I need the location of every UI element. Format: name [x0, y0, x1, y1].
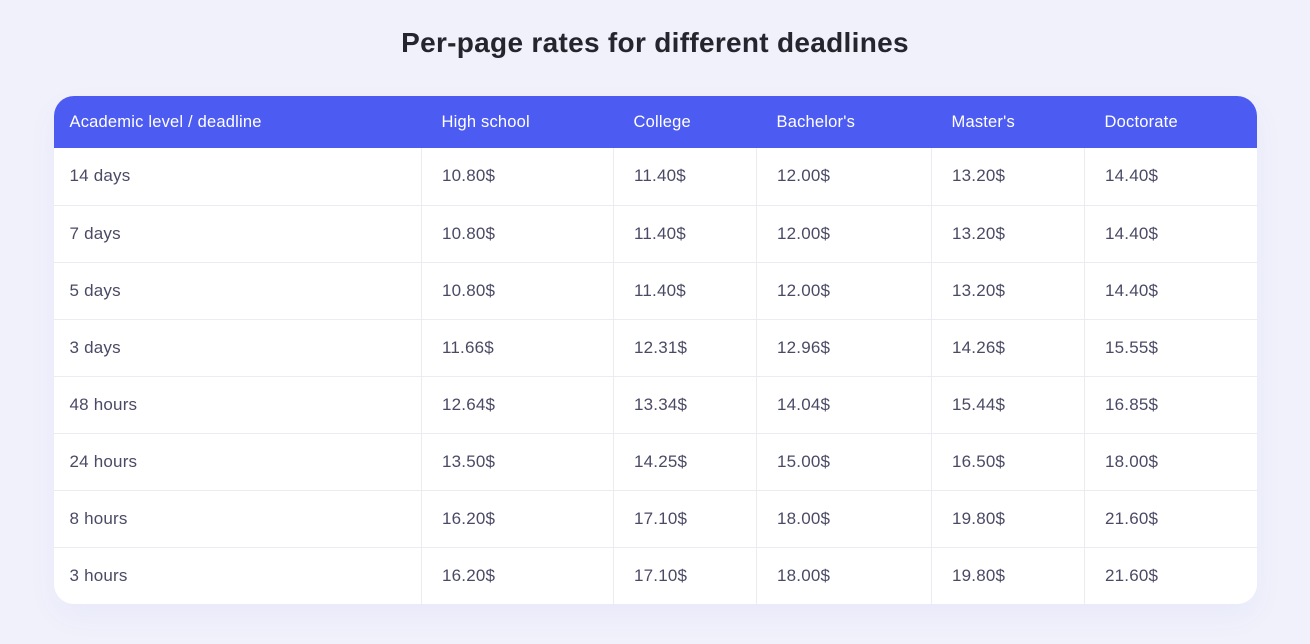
price-cell: 15.44$	[931, 376, 1085, 434]
price-cell: 10.80$	[421, 262, 614, 320]
price-cell: 11.40$	[613, 148, 757, 206]
price-cell: 13.50$	[421, 433, 614, 491]
price-cell: 19.80$	[931, 490, 1085, 548]
price-cell: 12.00$	[756, 262, 932, 320]
price-cell: 10.80$	[421, 205, 614, 263]
deadline-cell: 7 days	[53, 205, 422, 263]
price-cell: 18.00$	[756, 490, 932, 548]
price-cell: 12.31$	[613, 319, 757, 377]
deadline-cell: 24 hours	[53, 433, 422, 491]
price-cell: 21.60$	[1084, 547, 1257, 604]
deadline-cell: 8 hours	[53, 490, 422, 548]
table-row: 7 days 10.80$ 11.40$ 12.00$ 13.20$ 14.40$	[53, 205, 1257, 263]
pricing-section: Per-page rates for different deadlines A…	[53, 27, 1257, 604]
rates-table-card: Academic level / deadline High school Co…	[53, 96, 1257, 604]
table-row: 24 hours 13.50$ 14.25$ 15.00$ 16.50$ 18.00$	[53, 433, 1257, 491]
price-cell: 21.60$	[1084, 490, 1257, 548]
price-cell: 12.96$	[756, 319, 932, 377]
price-cell: 14.26$	[931, 319, 1085, 377]
table-row: 3 hours 16.20$ 17.10$ 18.00$ 19.80$ 21.60$	[53, 547, 1257, 604]
price-cell: 14.25$	[613, 433, 757, 491]
table-row: 5 days 10.80$ 11.40$ 12.00$ 13.20$ 14.40$	[53, 262, 1257, 320]
price-cell: 12.00$	[756, 205, 932, 263]
price-cell: 12.00$	[756, 148, 932, 206]
column-header-masters: Master's	[931, 96, 1085, 148]
table-header: Academic level / deadline High school Co…	[53, 96, 1257, 148]
price-cell: 15.00$	[756, 433, 932, 491]
price-cell: 14.40$	[1084, 262, 1257, 320]
rates-table: Academic level / deadline High school Co…	[53, 96, 1257, 604]
column-header-bachelors: Bachelor's	[756, 96, 932, 148]
price-cell: 13.20$	[931, 148, 1085, 206]
deadline-cell: 48 hours	[53, 376, 422, 434]
price-cell: 11.66$	[421, 319, 614, 377]
price-cell: 14.40$	[1084, 148, 1257, 206]
price-cell: 15.55$	[1084, 319, 1257, 377]
price-cell: 16.20$	[421, 490, 614, 548]
table-body: 14 days 10.80$ 11.40$ 12.00$ 13.20$ 14.40$ 7 d…	[53, 148, 1257, 604]
deadline-cell: 5 days	[53, 262, 422, 320]
price-cell: 12.64$	[421, 376, 614, 434]
price-cell: 19.80$	[931, 547, 1085, 604]
price-cell: 14.04$	[756, 376, 932, 434]
price-cell: 18.00$	[756, 547, 932, 604]
table-row: 14 days 10.80$ 11.40$ 12.00$ 13.20$ 14.40$	[53, 148, 1257, 206]
price-cell: 14.40$	[1084, 205, 1257, 263]
price-cell: 16.20$	[421, 547, 614, 604]
price-cell: 13.20$	[931, 205, 1085, 263]
price-cell: 11.40$	[613, 262, 757, 320]
deadline-cell: 3 hours	[53, 547, 422, 604]
column-header-academic-level: Academic level / deadline	[53, 96, 422, 148]
price-cell: 13.20$	[931, 262, 1085, 320]
column-header-high-school: High school	[421, 96, 614, 148]
column-header-doctorate: Doctorate	[1084, 96, 1257, 148]
table-header-row: Academic level / deadline High school Co…	[53, 96, 1257, 148]
page-title: Per-page rates for different deadlines	[401, 27, 909, 58]
price-cell: 11.40$	[613, 205, 757, 263]
price-cell: 18.00$	[1084, 433, 1257, 491]
deadline-cell: 3 days	[53, 319, 422, 377]
price-cell: 17.10$	[613, 490, 757, 548]
table-row: 48 hours 12.64$ 13.34$ 14.04$ 15.44$ 16.85$	[53, 376, 1257, 434]
price-cell: 17.10$	[613, 547, 757, 604]
deadline-cell: 14 days	[53, 148, 422, 206]
column-header-college: College	[613, 96, 757, 148]
price-cell: 16.85$	[1084, 376, 1257, 434]
price-cell: 16.50$	[931, 433, 1085, 491]
table-row: 8 hours 16.20$ 17.10$ 18.00$ 19.80$ 21.60$	[53, 490, 1257, 548]
table-row: 3 days 11.66$ 12.31$ 12.96$ 14.26$ 15.55$	[53, 319, 1257, 377]
price-cell: 10.80$	[421, 148, 614, 206]
price-cell: 13.34$	[613, 376, 757, 434]
